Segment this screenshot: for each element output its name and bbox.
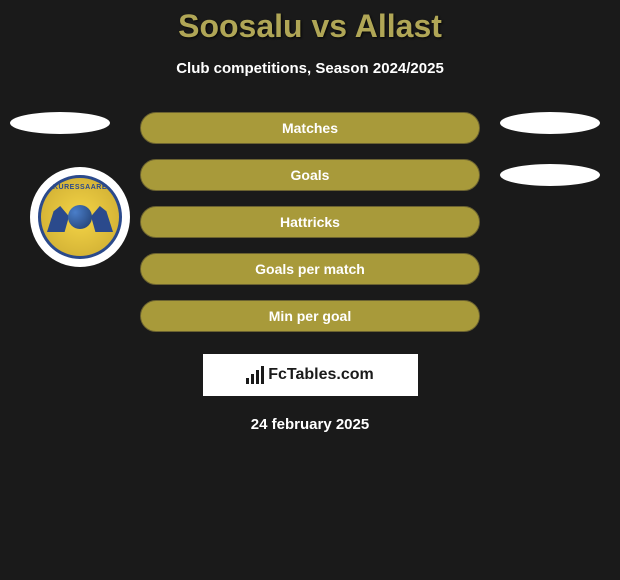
stat-label: Matches	[282, 120, 338, 136]
right-player-column	[500, 112, 600, 216]
club-badge-container: KURESSAARE	[30, 167, 130, 267]
subtitle: Club competitions, Season 2024/2025	[0, 60, 620, 77]
chart-icon	[246, 366, 264, 384]
stat-bar-hattricks: Hattricks	[140, 206, 480, 238]
stat-label: Hattricks	[280, 214, 340, 230]
stat-bar-matches: Matches	[140, 112, 480, 144]
date-label: 24 february 2025	[0, 416, 620, 433]
left-player-column: KURESSAARE	[10, 112, 110, 164]
page-title: Soosalu vs Allast	[0, 8, 620, 45]
player-value-oval	[10, 112, 110, 134]
badge-inner: KURESSAARE	[38, 175, 122, 259]
badge-club-name: KURESSAARE	[53, 184, 107, 191]
player-value-oval	[500, 164, 600, 186]
stat-label: Goals per match	[255, 261, 365, 277]
stat-bar-min-per-goal: Min per goal	[140, 300, 480, 332]
stat-label: Min per goal	[269, 308, 351, 324]
club-badge: KURESSAARE	[30, 167, 130, 267]
stat-label: Goals	[291, 167, 330, 183]
branding-box[interactable]: FcTables.com	[203, 354, 418, 396]
player-value-oval	[500, 112, 600, 134]
main-container: Soosalu vs Allast Club competitions, Sea…	[0, 0, 620, 433]
stat-bar-goals: Goals	[140, 159, 480, 191]
stats-section: KURESSAARE Matches Goals	[0, 112, 620, 332]
stat-bar-goals-per-match: Goals per match	[140, 253, 480, 285]
branding-label: FcTables.com	[268, 366, 374, 384]
badge-ball-icon	[68, 205, 92, 229]
